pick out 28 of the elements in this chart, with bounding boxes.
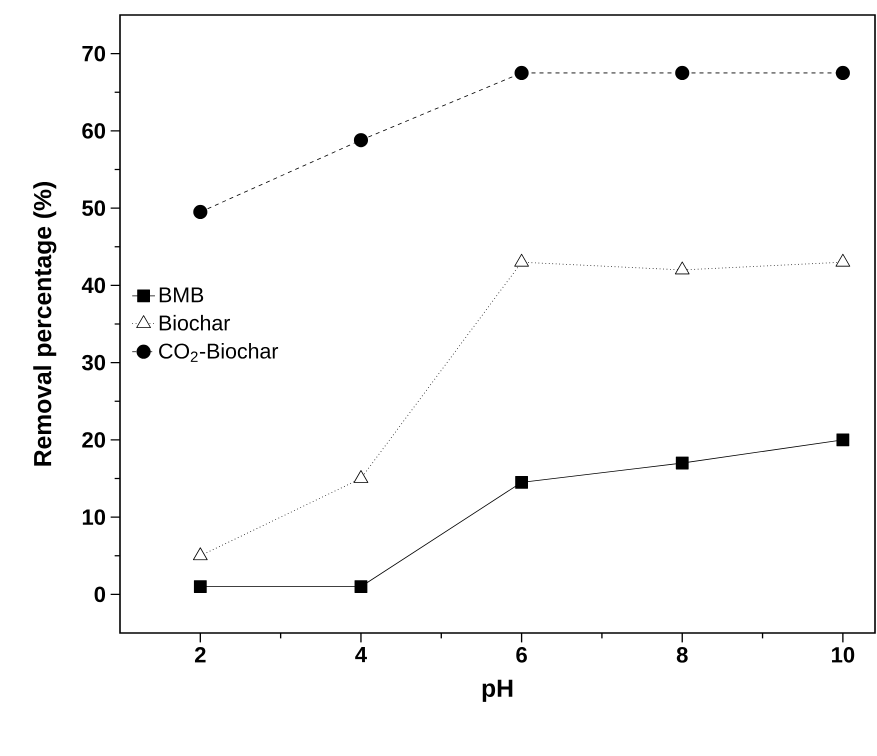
y-tick-label: 50 <box>82 200 106 216</box>
point <box>354 580 368 594</box>
y-axis-title: Removal percentage (%) <box>33 182 56 466</box>
y-tick-label: 30 <box>82 354 106 370</box>
y-tick-label: 40 <box>82 278 106 294</box>
y-tick-label: 70 <box>82 46 106 62</box>
point <box>194 580 207 594</box>
x-tick-label: 2 <box>194 647 206 662</box>
point <box>193 204 208 220</box>
legend-label: BMB <box>160 288 204 302</box>
legend-label: Biochar <box>160 314 230 331</box>
point <box>675 66 690 80</box>
point <box>515 476 528 489</box>
point <box>354 133 368 148</box>
y-tick-label: 10 <box>82 509 106 525</box>
point <box>836 433 850 446</box>
point <box>676 456 689 470</box>
legend-label: CO$_{2}$-Biochar <box>159 343 278 362</box>
x-axis-title: pH <box>482 680 512 702</box>
x-tick-label: 10 <box>832 647 854 663</box>
x-tick-label: 4 <box>355 647 367 662</box>
point <box>836 66 850 80</box>
y-tick-label: 20 <box>82 432 106 448</box>
x-tick-label: 6 <box>516 647 527 663</box>
point <box>514 66 529 80</box>
x-tick-label: 8 <box>676 647 688 663</box>
y-tick-label: 0 <box>94 586 106 602</box>
y-tick-label: 60 <box>82 123 106 139</box>
